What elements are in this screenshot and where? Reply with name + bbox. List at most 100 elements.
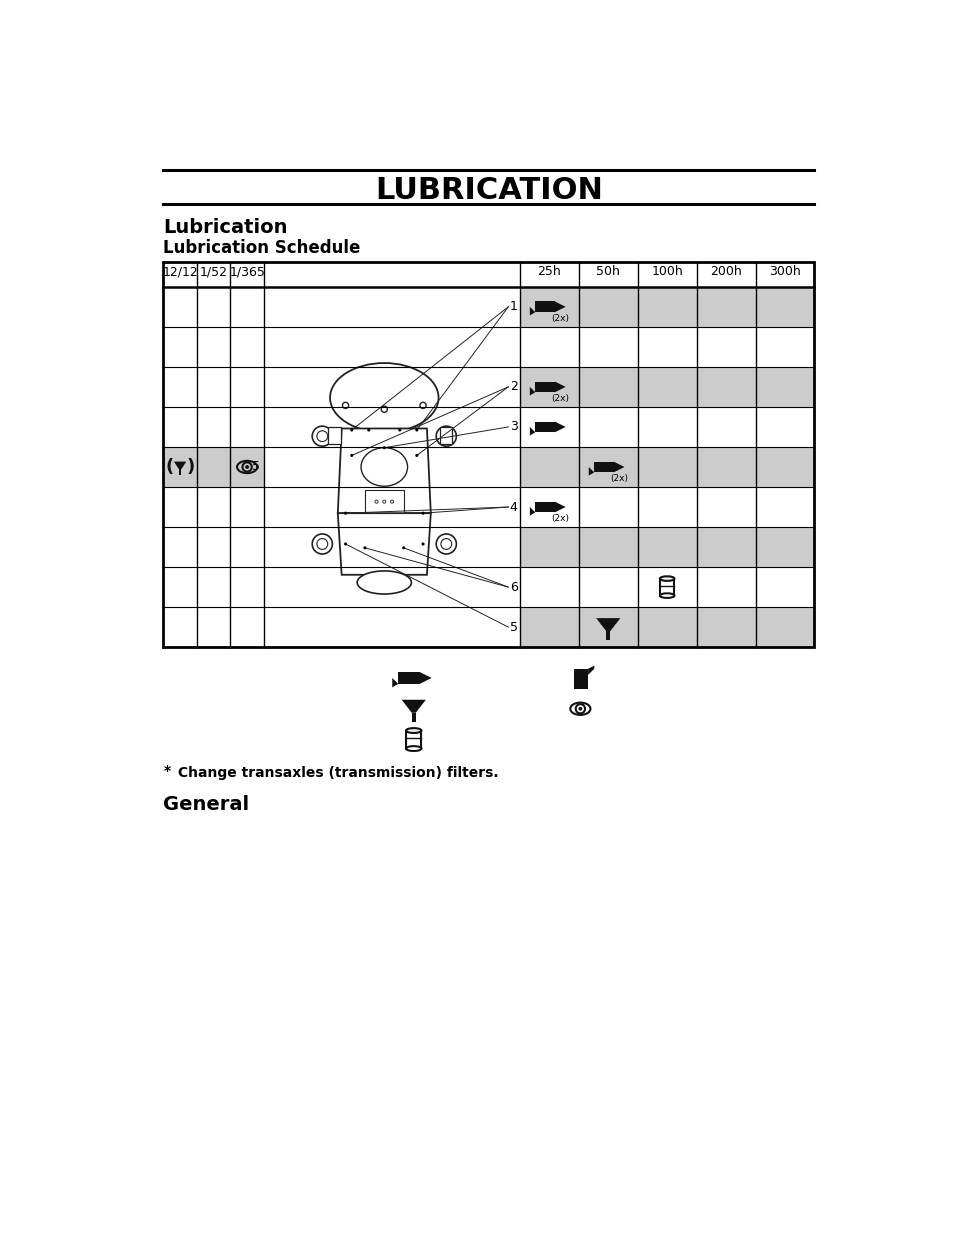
Polygon shape (397, 672, 419, 684)
Polygon shape (173, 462, 186, 469)
Bar (365, 490, 403, 514)
Polygon shape (555, 421, 565, 432)
Ellipse shape (406, 729, 421, 734)
Polygon shape (337, 514, 431, 574)
Ellipse shape (397, 429, 401, 431)
Ellipse shape (350, 454, 353, 457)
Text: 2: 2 (509, 380, 517, 394)
Text: 1/52: 1/52 (199, 266, 227, 278)
Bar (519, 608, 814, 647)
Text: LUBRICATION: LUBRICATION (375, 175, 602, 205)
Text: General: General (163, 795, 250, 814)
Ellipse shape (375, 500, 377, 503)
Ellipse shape (659, 577, 674, 580)
Text: 200h: 200h (709, 266, 741, 278)
Bar (659, 578, 674, 595)
Bar (163, 262, 814, 647)
Text: 5: 5 (253, 461, 260, 473)
Bar (605, 631, 610, 640)
Polygon shape (535, 421, 555, 432)
Ellipse shape (659, 593, 674, 598)
Polygon shape (588, 467, 594, 475)
Text: 4: 4 (509, 500, 517, 514)
Polygon shape (401, 700, 425, 713)
Text: 1: 1 (509, 300, 517, 314)
Text: Change transaxles (transmission) filters.: Change transaxles (transmission) filters… (172, 766, 497, 779)
Polygon shape (392, 678, 397, 688)
Bar (439, 427, 452, 443)
Ellipse shape (440, 538, 452, 550)
Text: *: * (163, 764, 171, 778)
Bar (412, 713, 416, 721)
Ellipse shape (312, 534, 332, 555)
Bar (328, 427, 340, 443)
Text: 6: 6 (509, 580, 517, 594)
Bar (519, 447, 814, 487)
Ellipse shape (360, 448, 407, 487)
Ellipse shape (330, 363, 438, 432)
Polygon shape (419, 672, 431, 684)
Ellipse shape (312, 426, 332, 446)
Ellipse shape (363, 546, 366, 550)
Polygon shape (574, 668, 587, 689)
Ellipse shape (245, 466, 249, 469)
Text: 12/12: 12/12 (162, 266, 198, 278)
Text: 50h: 50h (596, 266, 619, 278)
Polygon shape (529, 427, 535, 436)
Polygon shape (596, 619, 619, 631)
Text: 5: 5 (509, 621, 517, 634)
Text: 1/365: 1/365 (229, 266, 265, 278)
Text: (2x): (2x) (551, 514, 569, 524)
Polygon shape (529, 306, 535, 315)
Polygon shape (535, 301, 555, 312)
Ellipse shape (436, 534, 456, 555)
Ellipse shape (415, 454, 418, 457)
Ellipse shape (402, 546, 405, 550)
Ellipse shape (578, 706, 581, 710)
Text: (2x): (2x) (551, 314, 569, 324)
Ellipse shape (415, 429, 418, 431)
Ellipse shape (406, 746, 421, 751)
Polygon shape (529, 387, 535, 395)
Polygon shape (535, 382, 555, 393)
Text: (: ( (165, 458, 173, 475)
Polygon shape (555, 382, 565, 393)
Text: Lubrication Schedule: Lubrication Schedule (163, 240, 360, 257)
Ellipse shape (356, 571, 411, 594)
Text: 3: 3 (509, 420, 517, 433)
Ellipse shape (419, 403, 426, 409)
Bar (163, 447, 264, 487)
Text: 100h: 100h (651, 266, 682, 278)
Polygon shape (587, 666, 594, 674)
Polygon shape (613, 462, 624, 472)
Ellipse shape (421, 511, 424, 515)
Ellipse shape (382, 500, 385, 503)
Ellipse shape (342, 403, 348, 409)
Ellipse shape (316, 538, 328, 550)
Bar (519, 287, 814, 327)
Text: 25h: 25h (537, 266, 560, 278)
Polygon shape (529, 508, 535, 516)
Text: (2x): (2x) (610, 474, 627, 483)
Ellipse shape (440, 431, 452, 442)
Ellipse shape (436, 426, 456, 446)
Ellipse shape (350, 429, 353, 431)
Ellipse shape (382, 446, 385, 450)
Text: 300h: 300h (768, 266, 800, 278)
Bar (519, 367, 814, 406)
Text: ): ) (187, 458, 194, 475)
Polygon shape (555, 301, 565, 312)
Ellipse shape (390, 500, 394, 503)
Polygon shape (555, 501, 565, 513)
Bar (519, 527, 814, 567)
Ellipse shape (316, 431, 328, 442)
Ellipse shape (344, 511, 347, 515)
Text: Lubrication: Lubrication (163, 217, 288, 236)
Ellipse shape (344, 542, 347, 546)
Ellipse shape (421, 542, 424, 546)
Polygon shape (594, 462, 613, 472)
Ellipse shape (367, 429, 370, 431)
Text: (2x): (2x) (551, 394, 569, 403)
Polygon shape (535, 501, 555, 513)
Ellipse shape (381, 406, 387, 412)
